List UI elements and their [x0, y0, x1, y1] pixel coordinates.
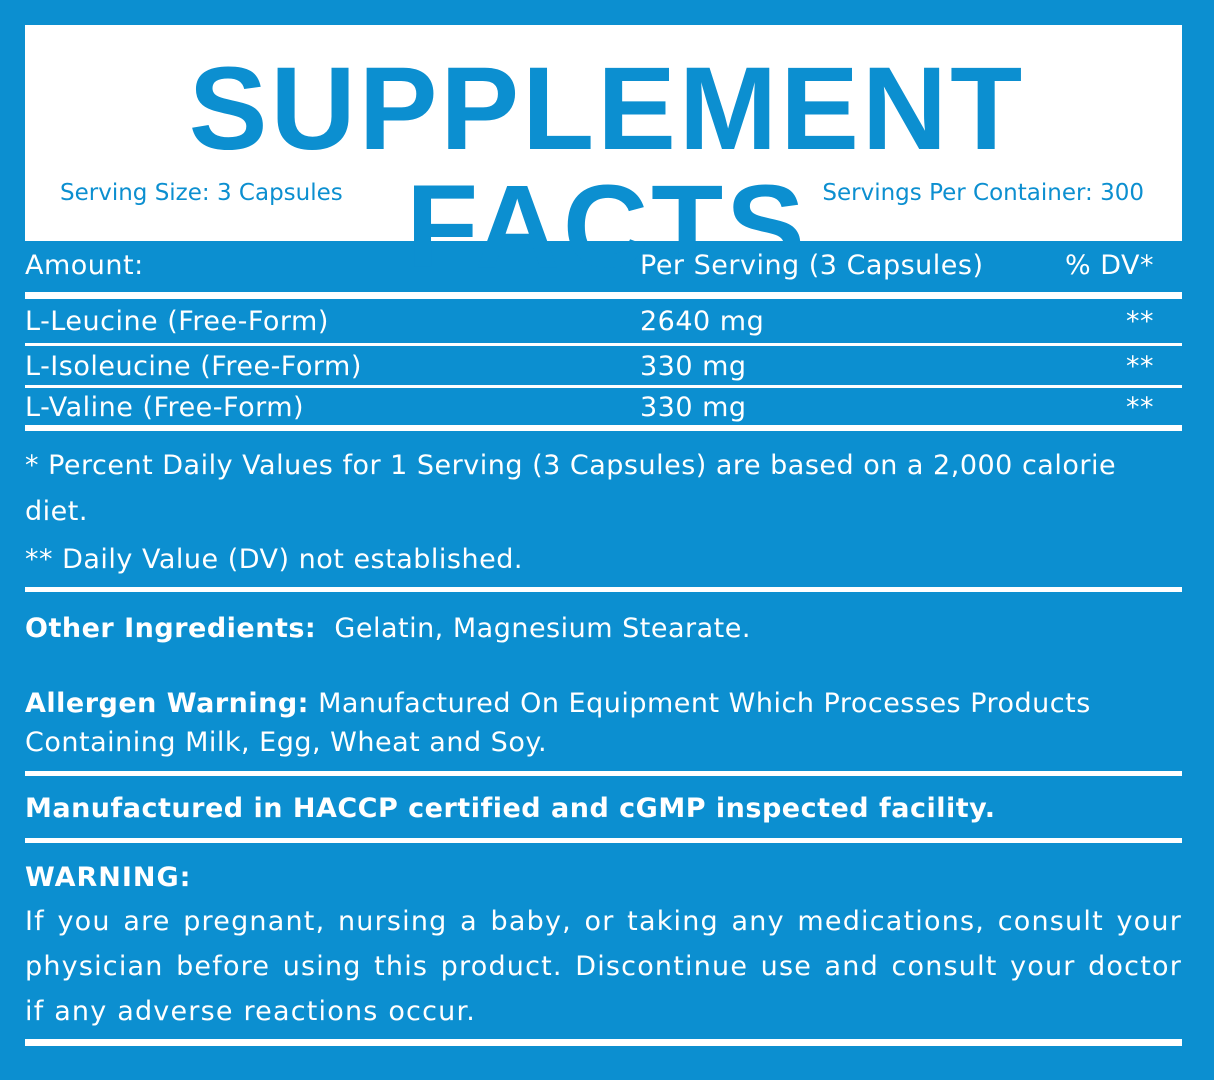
amount: 2640 mg	[640, 306, 765, 337]
label: Allergen Warning:	[25, 688, 309, 719]
rule	[25, 425, 1182, 431]
footnote: ** Daily Value (DV) not established.	[25, 544, 523, 575]
table-header: Amount:	[25, 250, 144, 281]
header-box	[25, 25, 1182, 241]
footnote: * Percent Daily Values for 1 Serving (3 …	[25, 450, 1117, 527]
servings-per-container: Servings Per Container: 300	[822, 180, 1144, 206]
text: Manufactured On Equipment Which Processe…	[25, 688, 1091, 758]
other-ingredients: Other Ingredients: Gelatin, Magnesium St…	[25, 606, 1182, 652]
ingredient: L-Leucine (Free-Form)	[25, 306, 329, 337]
dv: **	[1126, 306, 1154, 337]
text: Gelatin, Magnesium Stearate.	[334, 613, 751, 644]
rule	[25, 343, 1182, 346]
allergen-warning: Allergen Warning: Manufactured On Equipm…	[25, 684, 1175, 762]
dv: **	[1126, 392, 1154, 423]
dv: **	[1126, 351, 1154, 382]
table-header: % DV*	[1064, 250, 1154, 281]
rule	[25, 1039, 1182, 1046]
rule	[25, 771, 1182, 776]
label: Other Ingredients:	[25, 613, 317, 644]
rule	[25, 385, 1182, 388]
rule	[25, 838, 1182, 843]
ingredient: L-Isoleucine (Free-Form)	[25, 351, 362, 382]
serving-size: Serving Size: 3 Capsules	[60, 180, 343, 206]
manufacturing: Manufactured in HACCP certified and cGMP…	[25, 793, 996, 824]
warning-text: If you are pregnant, nursing a baby, or …	[25, 906, 1182, 1027]
amount: 330 mg	[640, 392, 747, 423]
amount: 330 mg	[640, 351, 747, 382]
table-header: Per Serving (3 Capsules)	[640, 250, 984, 281]
warning-title: WARNING:	[25, 862, 192, 893]
ingredient: L-Valine (Free-Form)	[25, 392, 305, 423]
rule	[25, 292, 1182, 299]
rule	[25, 587, 1182, 592]
title: SUPPLEMENT FACTS	[188, 43, 1026, 293]
